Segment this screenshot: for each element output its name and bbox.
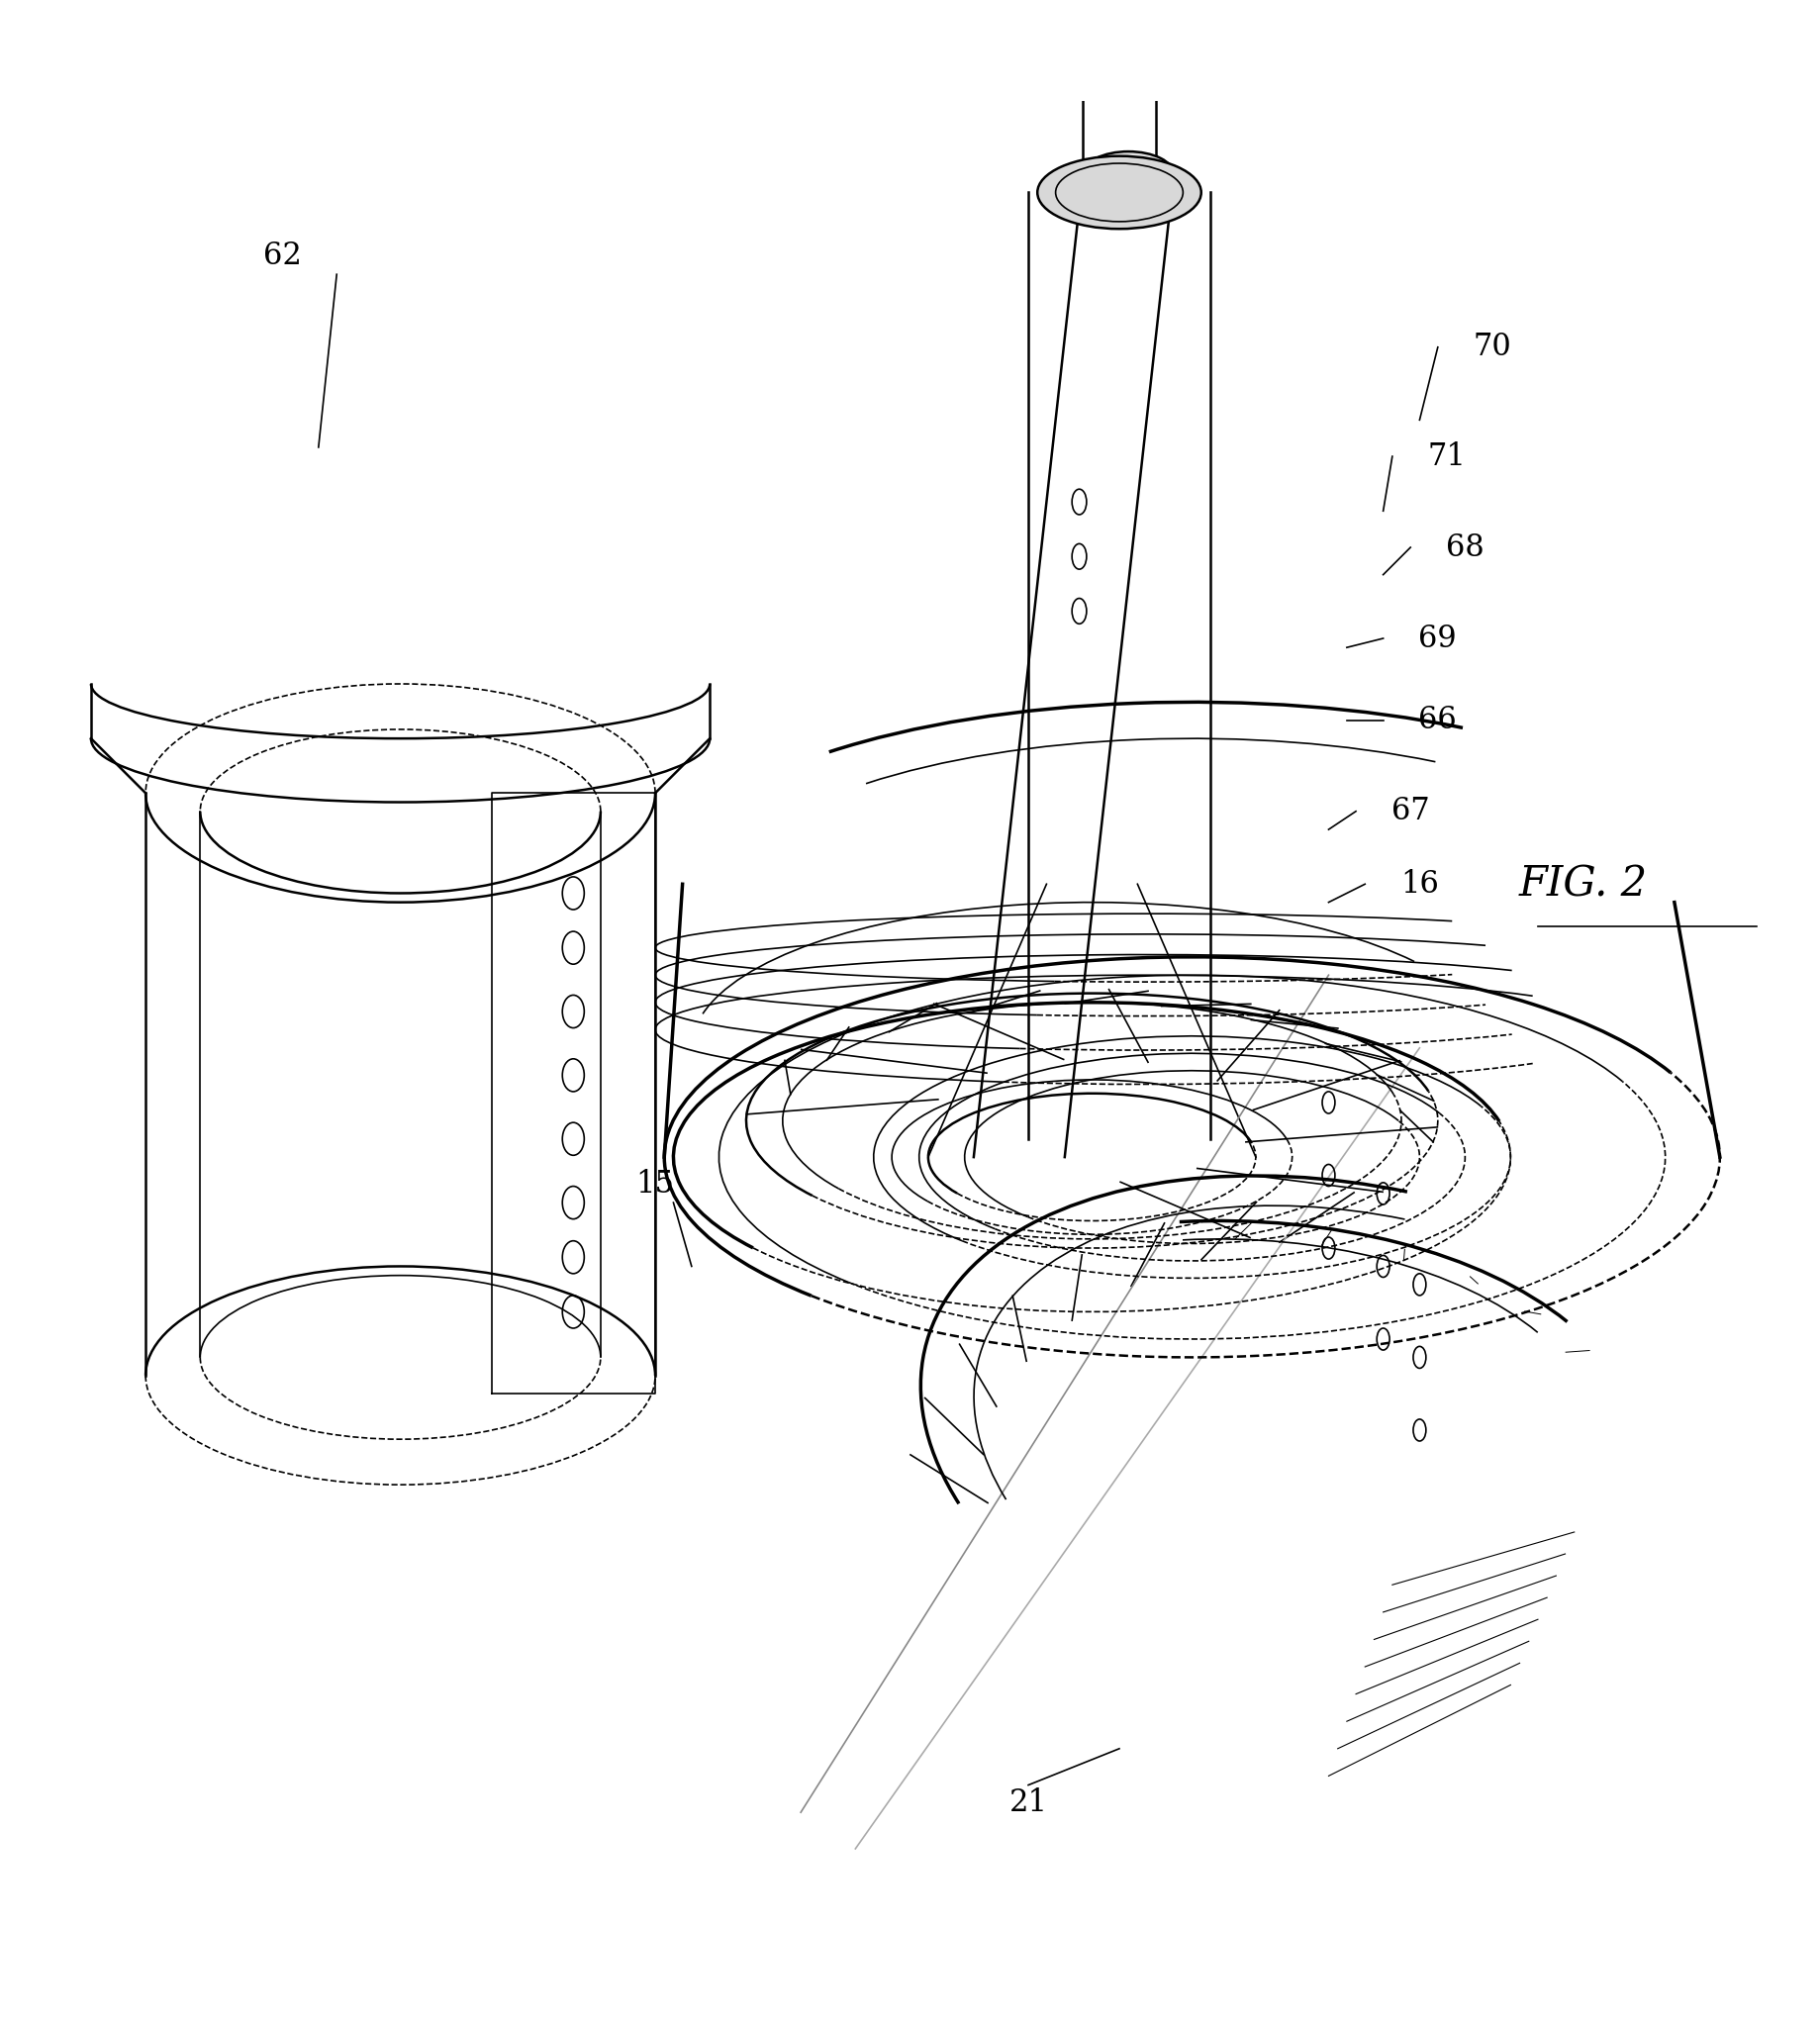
Text: 69: 69 — [1418, 623, 1458, 653]
Text: FIG. 2: FIG. 2 — [1520, 864, 1647, 904]
Text: 16: 16 — [1400, 868, 1440, 900]
Text: 62: 62 — [262, 241, 302, 271]
Text: 67: 67 — [1390, 795, 1431, 827]
Ellipse shape — [1037, 156, 1201, 229]
Ellipse shape — [1083, 49, 1156, 81]
Text: 15: 15 — [635, 1169, 675, 1200]
Text: 66: 66 — [1418, 704, 1458, 736]
Text: 70: 70 — [1472, 332, 1512, 362]
Text: 21: 21 — [1008, 1788, 1048, 1819]
Ellipse shape — [1083, 152, 1174, 196]
Text: 68: 68 — [1445, 532, 1485, 562]
Text: 71: 71 — [1427, 441, 1467, 471]
